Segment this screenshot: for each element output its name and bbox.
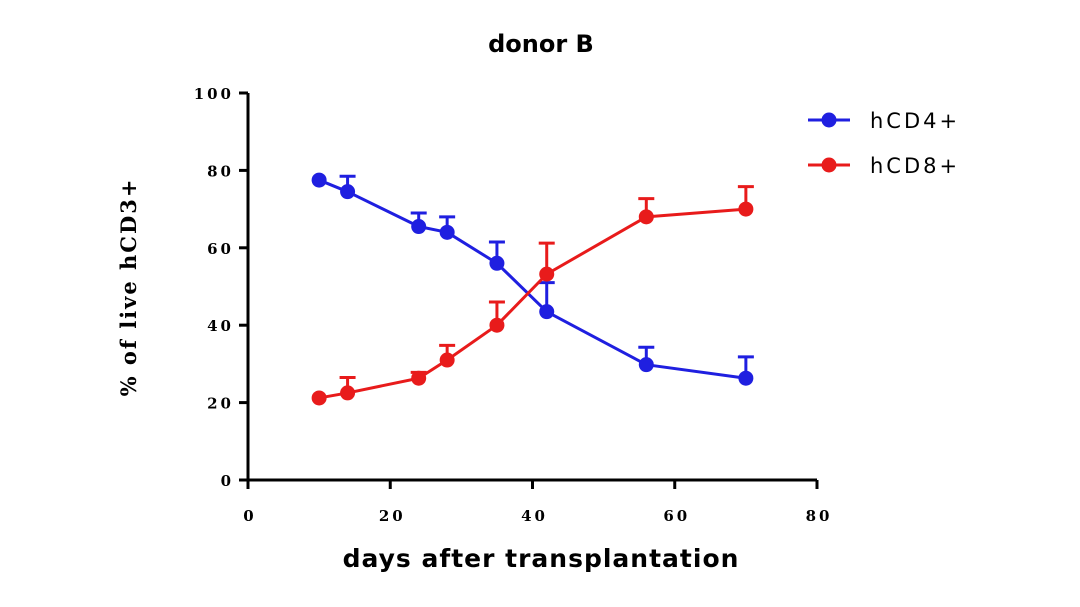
x-axis-label: days after transplantation <box>343 544 740 573</box>
x-tick-label: 80 <box>806 507 833 525</box>
data-point <box>411 370 427 386</box>
chart-title: donor B <box>488 30 594 58</box>
data-point <box>539 266 555 282</box>
data-point <box>340 184 356 200</box>
series-1 <box>311 172 754 386</box>
y-tick-label: 60 <box>207 240 234 258</box>
data-point <box>738 201 754 217</box>
data-point <box>489 255 505 271</box>
y-tick-label: 80 <box>207 162 234 180</box>
y-tick-label: 20 <box>207 395 234 413</box>
data-point <box>539 304 555 320</box>
legend-marker <box>821 112 837 128</box>
y-ticks: 0 20 40 60 80 100 <box>194 85 248 490</box>
series-2 <box>311 185 754 406</box>
legend-label: hCD8+ <box>870 154 960 178</box>
data-point <box>439 352 455 368</box>
data-point <box>311 172 327 188</box>
data-point <box>411 219 427 235</box>
y-tick-label: 0 <box>221 472 234 490</box>
x-tick-label: 20 <box>379 507 406 525</box>
data-point <box>738 370 754 386</box>
data-point <box>311 390 327 406</box>
data-point <box>638 209 654 225</box>
legend-item: hCD4+ <box>808 109 960 133</box>
axes: 0 20 40 60 80 0 20 40 60 80 100 <box>194 85 833 525</box>
legend: hCD4+ hCD8+ <box>808 109 960 178</box>
x-tick-label: 0 <box>243 507 256 525</box>
x-tick-label: 60 <box>663 507 690 525</box>
data-point <box>638 357 654 373</box>
data-point <box>489 317 505 333</box>
y-tick-label: 100 <box>194 85 234 103</box>
y-tick-label: 40 <box>207 317 234 335</box>
legend-label: hCD4+ <box>870 109 960 133</box>
data-point <box>340 385 356 401</box>
data-point <box>439 224 455 240</box>
x-tick-label: 40 <box>521 507 548 525</box>
plot-area <box>311 172 754 406</box>
series-line <box>318 178 747 380</box>
x-ticks: 0 20 40 60 80 <box>243 480 833 525</box>
legend-item: hCD8+ <box>808 154 960 178</box>
series-line <box>318 207 746 400</box>
y-axis-label: % of live hCD3+ <box>116 178 141 397</box>
legend-marker <box>821 157 837 173</box>
